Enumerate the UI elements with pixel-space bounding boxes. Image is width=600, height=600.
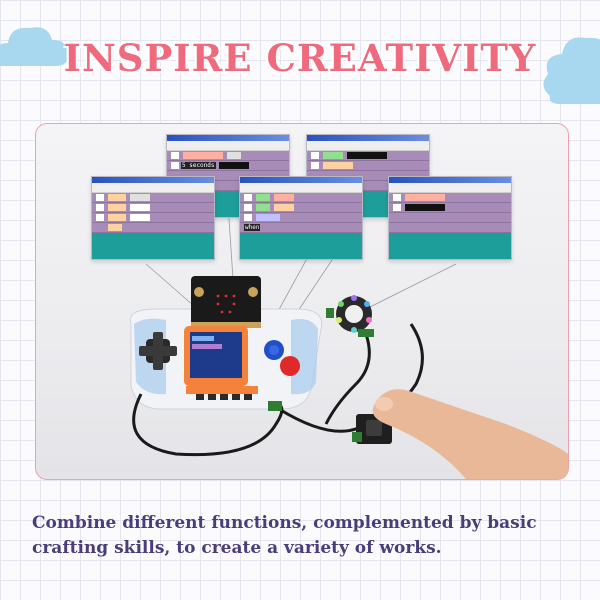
page-title: INSPIRE CREATIVITY	[63, 36, 537, 80]
code-window-4: when	[239, 176, 363, 260]
console-device	[129, 276, 323, 410]
product-photo: 5 seconds when	[35, 123, 569, 480]
code-window-3	[91, 176, 215, 260]
when-label: when	[244, 224, 261, 231]
product-illustration	[129, 173, 568, 479]
caption-text: Combine different functions, complemente…	[32, 513, 537, 558]
led-ring-module	[326, 295, 374, 337]
seconds-label: 5 seconds	[181, 162, 216, 169]
code-window-5	[388, 176, 512, 260]
cloud-right-icon	[543, 37, 600, 104]
cloud-left-icon	[0, 27, 69, 66]
